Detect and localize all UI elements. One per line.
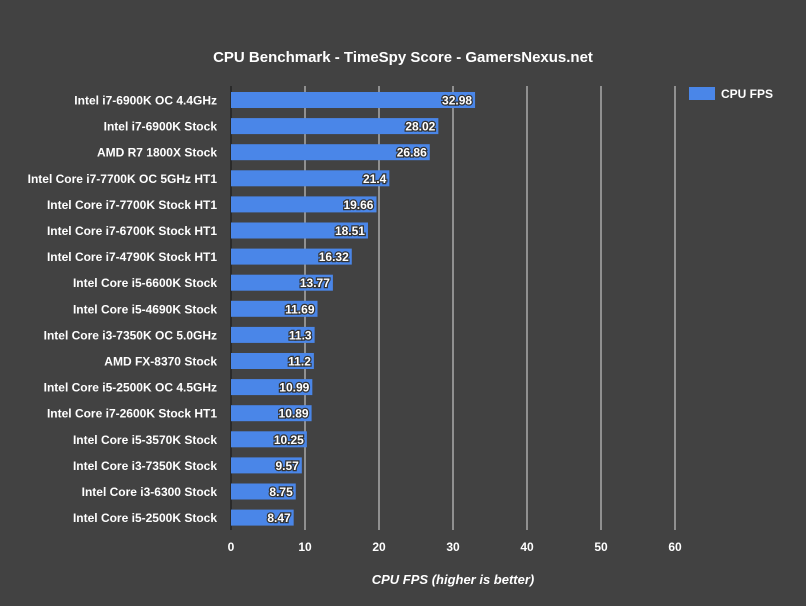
- bar[interactable]: [231, 92, 476, 108]
- category-label: AMD R7 1800X Stock: [97, 146, 217, 160]
- x-tick-label: 40: [520, 540, 534, 554]
- category-label: Intel Core i3-7350K OC 5.0GHz: [44, 328, 217, 342]
- data-label: 28.02: [405, 120, 435, 134]
- category-label: Intel Core i5-3570K Stock: [73, 433, 217, 447]
- bar[interactable]: [231, 326, 315, 343]
- bar[interactable]: [231, 509, 294, 526]
- data-label: 19.66: [343, 198, 373, 212]
- category-label: Intel Core i7-2600K Stock HT1: [47, 407, 217, 421]
- data-label: 10.25: [274, 433, 304, 447]
- data-label: 11.3: [289, 328, 312, 342]
- bar[interactable]: [231, 196, 377, 213]
- bar[interactable]: [231, 405, 312, 422]
- data-label: 18.51: [335, 224, 365, 238]
- x-tick-label: 50: [594, 540, 608, 554]
- data-label: 11.69: [285, 302, 315, 316]
- bar[interactable]: [231, 248, 352, 265]
- x-tick-labels: 0 10 20 30 40 50 60: [228, 540, 682, 554]
- bar[interactable]: [231, 457, 302, 474]
- x-tick-label: 30: [446, 540, 460, 554]
- bar[interactable]: [231, 222, 368, 239]
- category-label: Intel Core i7-7700K Stock HT1: [47, 198, 217, 212]
- data-label: 26.86: [397, 146, 427, 160]
- data-label: 16.32: [319, 250, 349, 264]
- category-labels: Intel i7-6900K OC 4.4GHz Intel i7-6900K S…: [28, 94, 218, 526]
- bar[interactable]: [231, 379, 313, 396]
- bars: 32.98 28.02 26.86 21.4 19.66 18.51 16.32 13.77 1…: [231, 92, 476, 526]
- x-tick-label: 10: [298, 540, 312, 554]
- category-label: Intel Core i5-4690K Stock: [73, 302, 217, 316]
- x-axis-label: CPU FPS (higher is better): [372, 572, 535, 587]
- legend[interactable]: CPU FPS: [689, 87, 773, 101]
- category-label: Intel Core i7-6700K Stock HT1: [47, 224, 217, 238]
- bar[interactable]: [231, 300, 318, 317]
- bar[interactable]: [231, 483, 296, 500]
- bar[interactable]: [231, 170, 390, 187]
- data-label: 10.89: [279, 407, 309, 421]
- data-label: 32.98: [442, 94, 472, 108]
- category-label: Intel Core i5-6600K Stock: [73, 276, 217, 290]
- category-label: Intel Core i3-7350K Stock: [73, 459, 217, 473]
- x-tick-label: 0: [228, 540, 235, 554]
- data-label: 11.2: [288, 355, 311, 369]
- data-label: 8.47: [267, 511, 291, 525]
- x-tick-label: 20: [372, 540, 386, 554]
- bar[interactable]: [231, 118, 439, 135]
- data-label: 8.75: [269, 485, 293, 499]
- category-label: Intel Core i7-4790K Stock HT1: [47, 250, 217, 264]
- category-label: Intel Core i5-2500K Stock: [73, 511, 217, 525]
- bar[interactable]: [231, 353, 314, 369]
- bar[interactable]: [231, 431, 307, 448]
- category-label: Intel Core i5-2500K OC 4.5GHz: [44, 381, 217, 395]
- category-label: Intel Core i3-6300 Stock: [82, 485, 218, 499]
- bar[interactable]: [231, 144, 430, 161]
- data-label: 10.99: [279, 381, 309, 395]
- legend-swatch: [689, 87, 715, 100]
- data-label: 21.4: [363, 172, 387, 186]
- data-label: 9.57: [275, 459, 299, 473]
- x-tick-label: 60: [668, 540, 682, 554]
- category-label: Intel i7-6900K Stock: [104, 120, 218, 134]
- category-label: Intel i7-6900K OC 4.4GHz: [74, 94, 217, 108]
- chart-title: CPU Benchmark - TimeSpy Score - GamersNe…: [213, 49, 593, 66]
- legend-label: CPU FPS: [721, 87, 773, 101]
- category-label: AMD FX-8370 Stock: [104, 355, 217, 369]
- data-label: 13.77: [300, 276, 330, 290]
- category-label: Intel Core i7-7700K OC 5GHz HT1: [28, 172, 218, 186]
- bar[interactable]: [231, 274, 333, 291]
